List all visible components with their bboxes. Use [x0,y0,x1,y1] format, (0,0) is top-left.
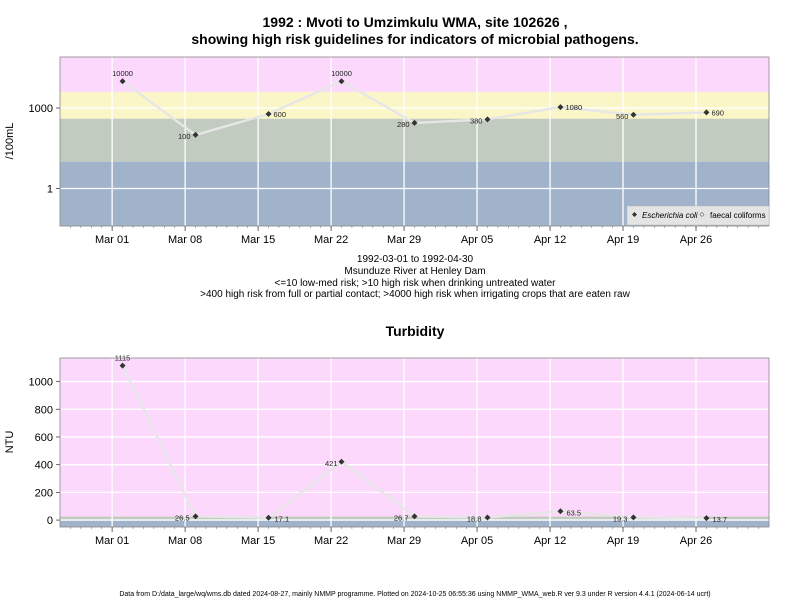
chart2-point-3 [338,458,345,465]
chart2-xtick-label-1: Mar 08 [168,535,202,547]
chart1-point-2 [265,110,272,117]
chart2-y-axis-label: NTU [4,431,16,454]
chart2-point-1 [192,513,199,520]
chart2-point-5 [484,514,491,521]
chart1-xtick-label-4: Mar 29 [387,234,421,246]
chart2-point-label-2: 17.1 [275,515,290,524]
chart2-point-0 [119,362,126,369]
chart1-point-label-3: 10000 [331,69,352,78]
chart2-xtick-label-6: Apr 12 [534,535,566,547]
chart1-point-8 [703,109,710,116]
chart2-title: Turbidity [386,323,445,339]
chart2-point-8 [703,515,710,522]
chart1-point-label-6: 1080 [565,103,582,112]
chart2-bands [60,358,769,527]
chart2-point-label-7: 19.3 [613,514,628,523]
caption-date-range: 1992-03-01 to 1992-04-30 [357,254,474,265]
chart2-point-label-6: 63.5 [566,508,581,517]
chart2-point-6 [557,508,564,515]
chart2-xtick-label-4: Mar 29 [387,535,421,547]
chart1-xtick-label-2: Mar 15 [241,234,275,246]
chart1-xtick-label-0: Mar 01 [95,234,129,246]
chart2-point-7 [630,514,637,521]
legend-box [626,205,770,226]
chart2-xtick-label-3: Mar 22 [314,535,348,547]
chart1-point-6 [557,104,564,111]
chart1-legend: Escherichia coli faecal coliforms [626,205,770,226]
chart2-ytick-label-0: 0 [47,515,53,527]
chart2-xtick-label-7: Apr 19 [607,535,639,547]
chart2-point-label-4: 26.7 [394,513,409,522]
legend-faecal-marker [699,212,705,217]
caption-site-name: Msunduze River at Henley Dam [344,266,485,277]
chart1-risk-bands [60,57,769,226]
chart1-x-axis: Mar 01 Mar 08 Mar 15 Mar 22 Mar 29 Apr 05 Apr … [70,226,759,246]
caption-drinking-guideline: <=10 low-med risk; >10 high risk when dr… [275,278,557,289]
chart2-points [119,362,710,522]
chart1-point-1 [192,131,199,138]
chart2-ytick-label-3: 600 [35,432,53,444]
chart2-ytick-label-1: 200 [35,487,53,499]
chart1-point-label-0: 10000 [112,69,133,78]
chart1-xtick-label-3: Mar 22 [314,234,348,246]
chart1-xtick-label-7: Apr 19 [607,234,639,246]
footer-provenance: Data from D:/data_large/wq/wms.db dated … [119,591,710,598]
caption-contact-guideline: >400 high risk from full or partial cont… [200,289,630,300]
chart2-ytick-label-2: 400 [35,460,53,472]
chart1-point-7 [630,111,637,118]
chart2-xtick-label-5: Apr 05 [461,535,493,547]
chart2-xtick-label-8: Apr 26 [680,535,712,547]
chart1-y-axis: 1 1000 [29,103,60,196]
chart1-point-label-7: 560 [616,112,629,121]
chart2-point-label-1: 26.5 [175,513,190,522]
chart1-point-label-2: 600 [274,110,287,119]
chart1-xtick-label-1: Mar 08 [168,234,202,246]
legend-ecoli-marker [632,212,637,217]
chart2-grid [60,358,769,527]
chart1-xtick-label-6: Apr 12 [534,234,566,246]
legend-faecal-label: faecal coliforms [710,211,766,220]
chart1-band-2 [60,118,769,162]
chart1-y-axis-label: /100mL [4,123,16,160]
chart2-point-label-5: 18.8 [467,514,482,523]
chart2-point-4 [411,513,418,520]
chart1-title-line1: 1992 : Mvoti to Umzimkulu WMA, site 1026… [263,14,568,30]
chart1-band-0 [60,57,769,92]
chart2-ytick-label-4: 800 [35,404,53,416]
chart1-point-0 [119,78,126,85]
chart1-data-labels: 10000 100 600 10000 280 380 1080 560 690 [112,69,724,141]
chart1-point-label-8: 690 [711,108,724,117]
chart1-points [119,78,710,138]
chart2-band-2 [60,519,769,527]
chart2-xtick-label-2: Mar 15 [241,535,275,547]
chart2-point-label-3: 421 [325,459,338,468]
chart1-point-5 [484,116,491,123]
chart1-point-label-5: 380 [470,116,483,125]
chart1-title-line2: showing high risk guidelines for indicat… [191,31,638,47]
legend-ecoli-label: Escherichia coli [642,211,698,220]
chart2-x-axis: Mar 01 Mar 08 Mar 15 Mar 22 Mar 29 Apr 05 Apr … [70,527,759,547]
chart2-xtick-label-0: Mar 01 [95,535,129,547]
chart1-ytick-label-1: 1000 [29,103,53,115]
chart1-grid [60,57,769,226]
chart1-point-4 [411,119,418,126]
chart2-point-2 [265,514,272,521]
chart1-point-3 [338,78,345,85]
chart2-ytick-label-5: 1000 [29,377,53,389]
chart2-point-label-8: 13.7 [712,515,727,524]
chart1-point-label-4: 280 [397,120,410,129]
chart1-point-label-1: 100 [178,132,191,141]
chart2-y-axis: 0 200 400 600 800 1000 [29,377,60,527]
chart1-xtick-label-5: Apr 05 [461,234,493,246]
chart1-ytick-label-0: 1 [47,184,53,196]
chart1-plot-area: 10000 100 600 10000 280 380 1080 560 690 1 1000 M… [4,56,770,246]
chart1-xtick-label-8: Apr 26 [680,234,712,246]
